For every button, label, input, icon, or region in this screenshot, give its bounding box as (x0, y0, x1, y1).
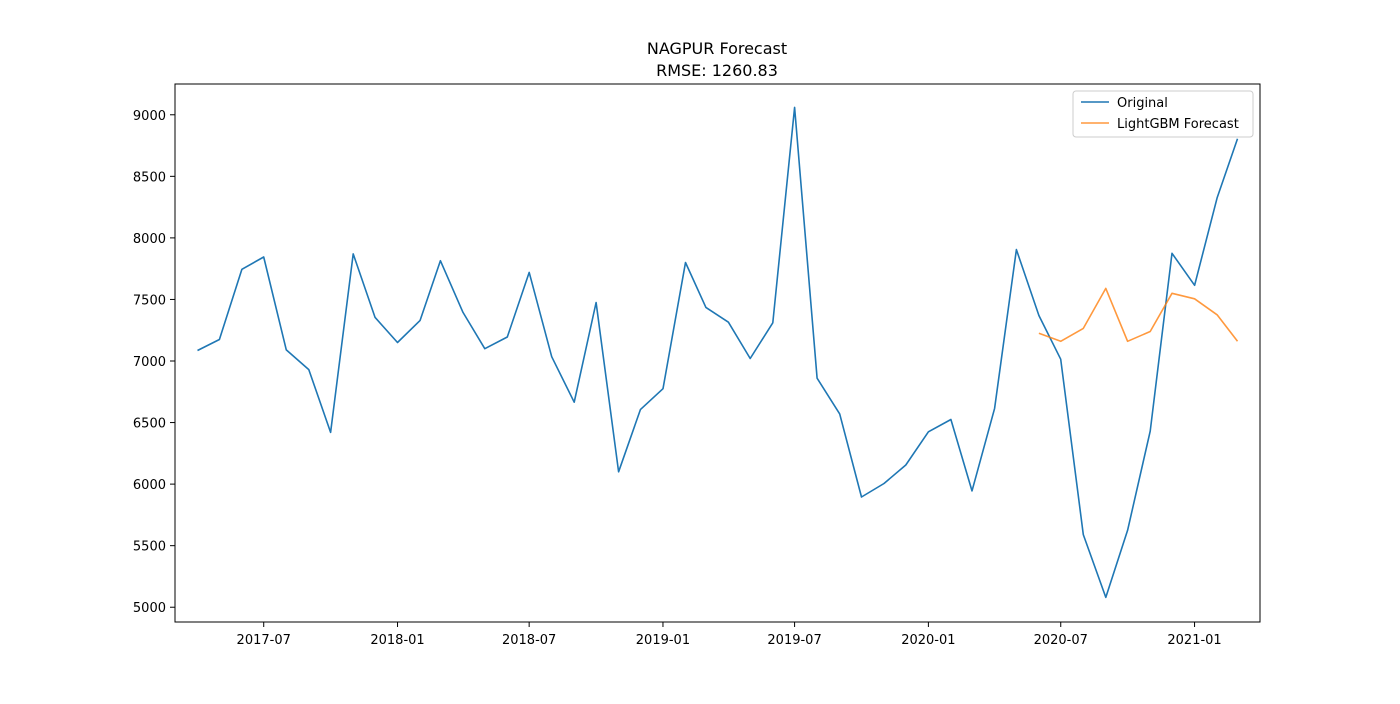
y-tick-label: 7500 (133, 293, 166, 308)
legend: Original LightGBM Forecast (1072, 90, 1254, 138)
series-line-original (197, 106, 1239, 599)
x-tick-label: 2018-07 (502, 633, 556, 648)
x-tick-label: 2021-01 (1167, 633, 1221, 648)
plot-frame (174, 83, 1261, 623)
x-tick-label: 2017-07 (237, 633, 291, 648)
plot-area: 5000 5500 6000 6500 7000 7500 8000 8500 9000 2017… (133, 106, 1239, 648)
y-tick-label: 9000 (133, 109, 166, 124)
series-line-lightgbm-forecast (1038, 287, 1239, 343)
x-tick-label: 2018-01 (370, 633, 424, 648)
x-tick-label: 2019-01 (636, 633, 690, 648)
x-tick-label: 2020-07 (1034, 633, 1088, 648)
y-tick-label: 8500 (133, 170, 166, 185)
y-tick-label: 6500 (133, 417, 166, 432)
chart-title: NAGPUR Forecast (647, 39, 787, 58)
x-tick-label: 2020-01 (901, 633, 955, 648)
y-tick-label: 5500 (133, 540, 166, 555)
legend-box (1072, 90, 1254, 138)
chart-subtitle: RMSE: 1260.83 (656, 61, 778, 80)
legend-label-original: Original (1117, 96, 1168, 111)
y-tick-label: 8000 (133, 232, 166, 247)
legend-label-lightgbm-forecast: LightGBM Forecast (1117, 117, 1239, 132)
y-tick-label: 6000 (133, 478, 166, 493)
x-tick-label: 2019-07 (767, 633, 821, 648)
y-tick-label: 5000 (133, 601, 166, 616)
y-tick-label: 7000 (133, 355, 166, 370)
